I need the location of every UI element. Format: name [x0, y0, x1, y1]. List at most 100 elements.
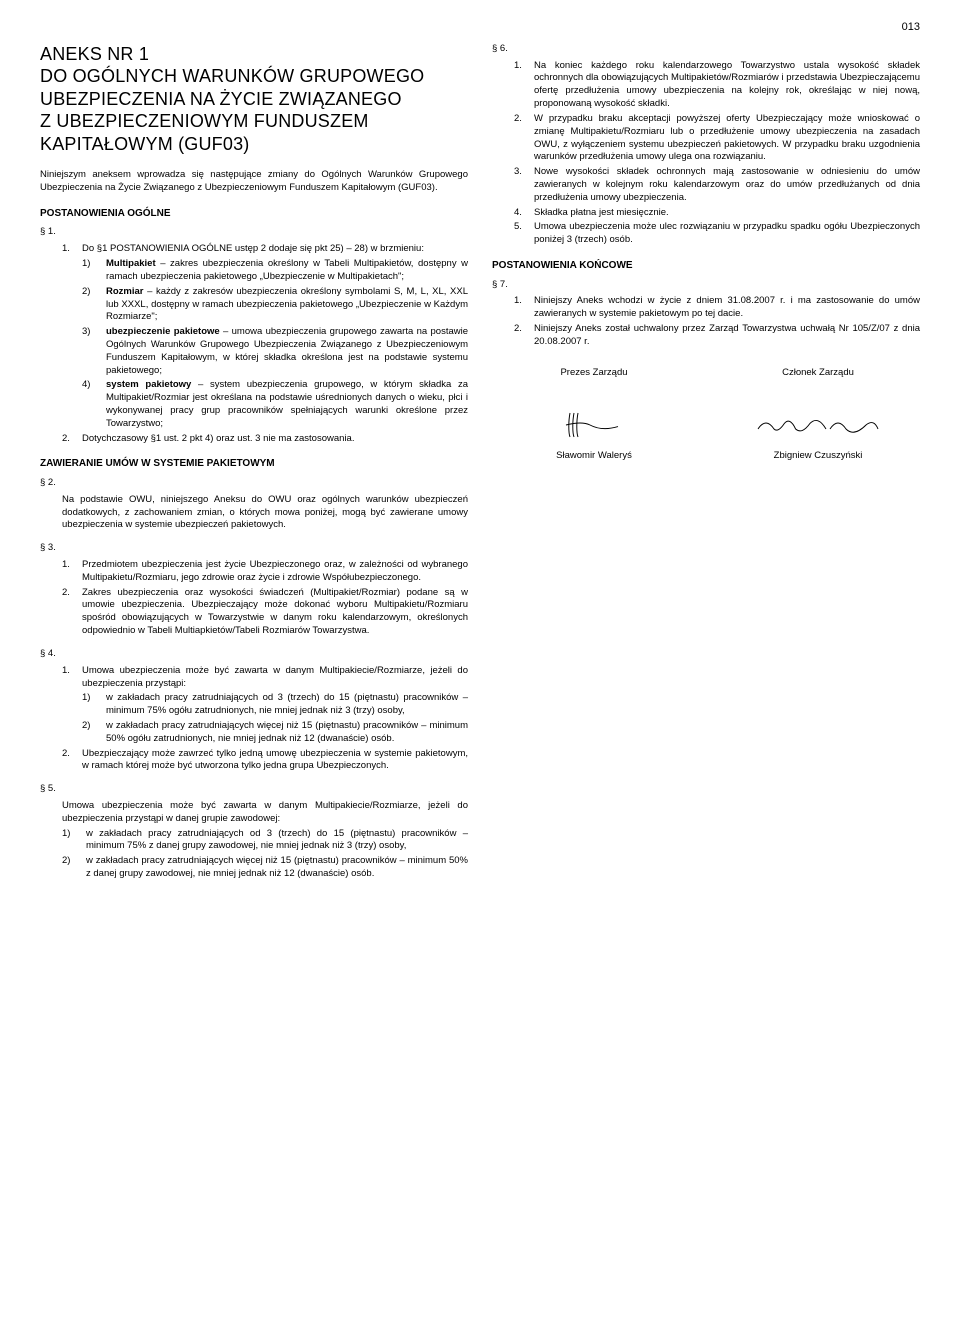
paragraph-7: § 7.	[492, 279, 920, 292]
item-7-1: 1. Niniejszy Aneks wchodzi w życie z dni…	[514, 295, 920, 321]
sub-label: 1)	[82, 258, 106, 284]
num-body: Nowe wysokości składek ochronnych mają z…	[534, 166, 920, 204]
num-label: 2.	[62, 587, 82, 638]
paragraph-5: § 5.	[40, 783, 468, 796]
item-6-5: 5. Umowa ubezpieczenia może ulec rozwiąz…	[514, 221, 920, 247]
sig-name: Zbigniew Czuszyński	[716, 450, 920, 463]
num-label: 2.	[62, 748, 82, 774]
num-label: 4.	[514, 207, 534, 220]
num-label: 1.	[514, 60, 534, 111]
intro-paragraph: Niniejszym aneksem wprowadza się następu…	[40, 169, 468, 195]
sub-label: 3)	[82, 326, 106, 377]
signature-right: Członek Zarządu Zbigniew Czuszyński	[716, 367, 920, 463]
signature-icon	[754, 409, 882, 441]
num-label: 2.	[514, 113, 534, 164]
para-label: § 4.	[40, 648, 62, 661]
signature-icon	[546, 409, 642, 441]
num-label: 1.	[62, 665, 82, 691]
sub-label: 1)	[62, 828, 86, 854]
section-heading-contracts: ZAWIERANIE UMÓW W SYSTEMIE PAKIETOWYM	[40, 457, 468, 471]
title-line: UBEZPIECZENIA NA ŻYCIE ZWIĄZANEGO	[40, 88, 468, 111]
sub-item: 1) Multipakiet – zakres ubezpieczenia ok…	[82, 258, 468, 284]
document-title: ANEKS NR 1 DO OGÓLNYCH WARUNKÓW GRUPOWEG…	[40, 43, 468, 156]
sig-name: Sławomir Waleryś	[492, 450, 696, 463]
num-body: Ubezpieczający może zawrzeć tylko jedną …	[82, 748, 468, 774]
sub-body: Multipakiet – zakres ubezpieczenia okreś…	[106, 258, 468, 284]
num-label: 1.	[514, 295, 534, 321]
sub-body: w zakładach pracy zatrudniających od 3 (…	[86, 828, 468, 854]
num-label: 5.	[514, 221, 534, 247]
sub-item: 3) ubezpieczenie pakietowe – umowa ubezp…	[82, 326, 468, 377]
two-column-layout: ANEKS NR 1 DO OGÓLNYCH WARUNKÓW GRUPOWEG…	[40, 43, 920, 883]
para-2-body: Na podstawie OWU, niniejszego Aneksu do …	[62, 494, 468, 532]
sig-title: Członek Zarządu	[716, 367, 920, 380]
para-label: § 7.	[492, 279, 514, 292]
num-body: Dotychczasowy §1 ust. 2 pkt 4) oraz ust.…	[82, 433, 468, 446]
para-5-lead: Umowa ubezpieczenia może być zawarta w d…	[62, 800, 468, 826]
num-label: 3.	[514, 166, 534, 204]
num-label: 2.	[514, 323, 534, 349]
sub-item: 2) Rozmiar – każdy z zakresów ubezpiecze…	[82, 286, 468, 324]
paragraph-2: § 2.	[40, 477, 468, 490]
paragraph-1: § 1.	[40, 226, 468, 239]
item-7-2: 2. Niniejszy Aneks został uchwalony prze…	[514, 323, 920, 349]
sig-title: Prezes Zarządu	[492, 367, 696, 380]
num-body: Niniejszy Aneks został uchwalony przez Z…	[534, 323, 920, 349]
item-3-2: 2. Zakres ubezpieczenia oraz wysokości ś…	[62, 587, 468, 638]
num-body: Zakres ubezpieczenia oraz wysokości świa…	[82, 587, 468, 638]
item-1-2: 2. Dotychczasowy §1 ust. 2 pkt 4) oraz u…	[62, 433, 468, 446]
paragraph-6: § 6.	[492, 43, 920, 56]
sub-item: 1) w zakładach pracy zatrudniających od …	[62, 828, 468, 854]
right-column: § 6. 1. Na koniec każdego roku kalendarz…	[492, 43, 920, 883]
paragraph-3: § 3.	[40, 542, 468, 555]
para-label: § 1.	[40, 226, 62, 239]
title-line: DO OGÓLNYCH WARUNKÓW GRUPOWEGO	[40, 65, 468, 88]
title-line: Z UBEZPIECZENIOWYM FUNDUSZEM	[40, 110, 468, 133]
signature-left: Prezes Zarządu Sławomir Waleryś	[492, 367, 696, 463]
page-number: 013	[40, 20, 920, 35]
sub-body: w zakładach pracy zatrudniających więcej…	[86, 855, 468, 881]
sub-item: 2) w zakładach pracy zatrudniających wię…	[62, 855, 468, 881]
item-1-1: 1. Do §1 POSTANOWIENIA OGÓLNE ustęp 2 do…	[62, 243, 468, 256]
num-label: 1.	[62, 559, 82, 585]
sub-label: 2)	[62, 855, 86, 881]
num-body: Składka płatna jest miesięcznie.	[534, 207, 920, 220]
sub-body: w zakładach pracy zatrudniających od 3 (…	[106, 692, 468, 718]
section-heading-final: POSTANOWIENIA KOŃCOWE	[492, 259, 920, 273]
para-label: § 5.	[40, 783, 62, 796]
num-body: W przypadku braku akceptacji powyższej o…	[534, 113, 920, 164]
paragraph-4: § 4.	[40, 648, 468, 661]
item-6-2: 2. W przypadku braku akceptacji powyższe…	[514, 113, 920, 164]
item-3-1: 1. Przedmiotem ubezpieczenia jest życie …	[62, 559, 468, 585]
sub-body: ubezpieczenie pakietowe – umowa ubezpiec…	[106, 326, 468, 377]
title-line: KAPITAŁOWYM (GUF03)	[40, 133, 468, 156]
sub-body: w zakładach pracy zatrudniających więcej…	[106, 720, 468, 746]
left-column: ANEKS NR 1 DO OGÓLNYCH WARUNKÓW GRUPOWEG…	[40, 43, 468, 883]
item-6-4: 4. Składka płatna jest miesięcznie.	[514, 207, 920, 220]
para-label: § 2.	[40, 477, 62, 490]
num-label: 2.	[62, 433, 82, 446]
para-label: § 6.	[492, 43, 514, 56]
num-label: 1.	[62, 243, 82, 256]
num-body: Do §1 POSTANOWIENIA OGÓLNE ustęp 2 dodaj…	[82, 243, 468, 256]
signature-row: Prezes Zarządu Sławomir Waleryś Członek …	[492, 367, 920, 463]
sub-body: Rozmiar – każdy z zakresów ubezpieczenia…	[106, 286, 468, 324]
sub-item: 4) system pakietowy – system ubezpieczen…	[82, 379, 468, 430]
sub-label: 1)	[82, 692, 106, 718]
sub-item: 2) w zakładach pracy zatrudniających wię…	[82, 720, 468, 746]
sub-body: system pakietowy – system ubezpieczenia …	[106, 379, 468, 430]
sub-item: 1) w zakładach pracy zatrudniających od …	[82, 692, 468, 718]
sub-label: 2)	[82, 286, 106, 324]
section-heading-general: POSTANOWIENIA OGÓLNE	[40, 207, 468, 221]
num-body: Umowa ubezpieczenia może ulec rozwiązani…	[534, 221, 920, 247]
title-line: ANEKS NR 1	[40, 43, 468, 66]
num-body: Na koniec każdego roku kalendarzowego To…	[534, 60, 920, 111]
num-body: Niniejszy Aneks wchodzi w życie z dniem …	[534, 295, 920, 321]
item-6-3: 3. Nowe wysokości składek ochronnych maj…	[514, 166, 920, 204]
sub-label: 4)	[82, 379, 106, 430]
sub-label: 2)	[82, 720, 106, 746]
item-6-1: 1. Na koniec każdego roku kalendarzowego…	[514, 60, 920, 111]
num-body: Przedmiotem ubezpieczenia jest życie Ube…	[82, 559, 468, 585]
item-4-1: 1. Umowa ubezpieczenia może być zawarta …	[62, 665, 468, 691]
num-body: Umowa ubezpieczenia może być zawarta w d…	[82, 665, 468, 691]
